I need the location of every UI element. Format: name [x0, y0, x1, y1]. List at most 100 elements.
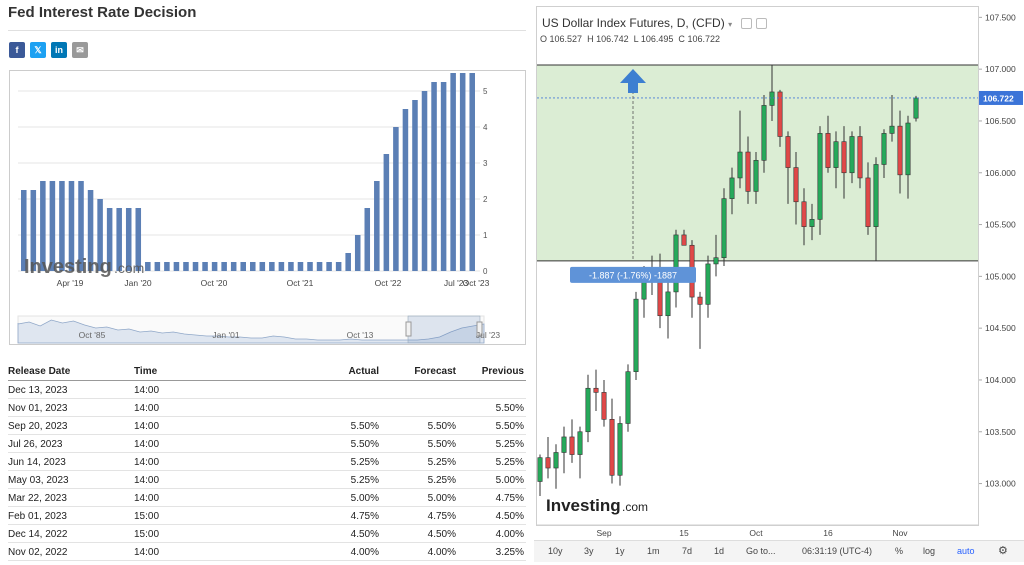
rate-bar[interactable] [230, 262, 237, 271]
header-actual[interactable]: Actual [348, 366, 379, 377]
rate-bar[interactable] [87, 190, 94, 271]
candle-body[interactable] [665, 291, 671, 317]
candle-body[interactable] [841, 141, 847, 174]
rate-bar[interactable] [30, 190, 37, 271]
rate-bar[interactable] [269, 262, 275, 271]
log-toggle[interactable]: log [923, 546, 936, 556]
rate-bar[interactable] [135, 208, 142, 271]
rate-bar[interactable] [450, 73, 456, 271]
rate-bar[interactable] [345, 253, 351, 271]
candle-body[interactable] [881, 133, 887, 165]
rate-bar[interactable] [68, 181, 75, 271]
candle-body[interactable] [705, 263, 711, 305]
chevron-down-icon[interactable]: ▾ [728, 20, 733, 29]
rate-bar[interactable] [164, 262, 170, 271]
rate-bar[interactable] [469, 73, 475, 271]
rate-bar[interactable] [431, 82, 437, 271]
facebook-share-button[interactable]: f [9, 42, 25, 58]
candle-body[interactable] [729, 177, 735, 199]
rate-history-chart[interactable]: 0 1 2 3 4 5 Apr '19 Jan '20 Oct '20 Oct '21 Oct '2… [10, 71, 527, 346]
range-1d-button[interactable]: 1d [714, 546, 725, 556]
rate-bar[interactable] [316, 262, 323, 271]
candle-body[interactable] [761, 105, 767, 161]
candle-body[interactable] [745, 151, 751, 192]
rate-bar[interactable] [402, 109, 409, 271]
rate-bar[interactable] [240, 262, 246, 271]
candle-body[interactable] [713, 257, 719, 265]
candle-body[interactable] [601, 392, 607, 420]
candle-body[interactable] [593, 387, 599, 393]
candle-body[interactable] [641, 281, 647, 300]
rate-bar[interactable] [440, 82, 447, 271]
rate-bar[interactable] [250, 262, 256, 271]
rate-bar[interactable] [211, 262, 218, 271]
range-7d-button[interactable]: 7d [682, 546, 693, 556]
close-icon[interactable] [755, 18, 767, 30]
symbol-header[interactable]: US Dollar Index Futures, D, (CFD) ▾ [542, 16, 767, 30]
candle-body[interactable] [777, 91, 783, 137]
candle-body[interactable] [817, 133, 823, 220]
rate-bar[interactable] [383, 154, 390, 271]
navigator-right-handle[interactable] [476, 321, 483, 337]
candle-body[interactable] [537, 457, 543, 482]
candle-body[interactable] [825, 133, 831, 168]
rate-bar[interactable] [78, 181, 84, 271]
rate-bar[interactable] [192, 262, 199, 271]
candle-body[interactable] [857, 136, 863, 179]
navigator-selection[interactable] [407, 315, 481, 344]
rate-bar[interactable] [173, 262, 180, 271]
settings-icon[interactable] [741, 18, 753, 30]
header-release-date[interactable]: Release Date [8, 366, 71, 377]
range-10y-button[interactable]: 10y [548, 546, 563, 556]
rate-bar[interactable] [21, 190, 27, 271]
rate-bar[interactable] [288, 262, 294, 271]
candlestick-chart[interactable]: 103.000 103.500 104.000 104.500 105.000 105.5… [534, 0, 1024, 540]
rate-bar[interactable] [259, 262, 266, 271]
candle-body[interactable] [897, 125, 903, 176]
rate-bar[interactable] [297, 262, 304, 271]
rate-bar[interactable] [421, 91, 428, 271]
rate-bar[interactable] [364, 208, 371, 271]
price-scale[interactable] [978, 0, 1024, 540]
candle-body[interactable] [873, 164, 879, 227]
auto-toggle[interactable]: auto [957, 546, 975, 556]
candle-body[interactable] [737, 151, 743, 179]
candle-body[interactable] [769, 91, 775, 106]
rate-bar[interactable] [278, 262, 285, 271]
candle-body[interactable] [801, 201, 807, 227]
candle-body[interactable] [905, 122, 911, 176]
email-share-button[interactable]: ✉ [72, 42, 88, 58]
candle-body[interactable] [553, 452, 559, 469]
rate-bar[interactable] [354, 235, 361, 271]
range-3y-button[interactable]: 3y [584, 546, 594, 556]
rate-bar[interactable] [106, 208, 113, 271]
rate-bar[interactable] [202, 262, 208, 271]
candle-body[interactable] [625, 371, 631, 424]
candle-body[interactable] [545, 457, 551, 469]
range-1y-button[interactable]: 1y [615, 546, 625, 556]
rate-bar[interactable] [326, 262, 332, 271]
rate-bar[interactable] [221, 262, 227, 271]
candle-body[interactable] [753, 160, 759, 192]
candle-body[interactable] [833, 141, 839, 168]
candle-body[interactable] [617, 423, 623, 476]
candle-body[interactable] [697, 296, 703, 305]
candle-body[interactable] [577, 431, 583, 455]
header-time[interactable]: Time [134, 366, 158, 377]
range-1m-button[interactable]: 1m [647, 546, 660, 556]
rate-bar[interactable] [116, 208, 122, 271]
candle-body[interactable] [849, 136, 855, 174]
navigator-left-handle[interactable] [405, 321, 412, 337]
candle-body[interactable] [569, 436, 575, 455]
candle-body[interactable] [681, 234, 687, 246]
candle-body[interactable] [673, 234, 679, 293]
rate-bar[interactable] [412, 100, 418, 271]
rate-bar[interactable] [125, 208, 132, 271]
candle-body[interactable] [809, 219, 815, 227]
candle-body[interactable] [633, 298, 639, 372]
twitter-share-button[interactable]: 𝕏 [30, 42, 46, 58]
arrow-up-icon[interactable] [620, 69, 646, 94]
candle-body[interactable] [721, 198, 727, 259]
rate-bar[interactable] [374, 181, 380, 271]
rate-bar[interactable] [145, 262, 151, 271]
